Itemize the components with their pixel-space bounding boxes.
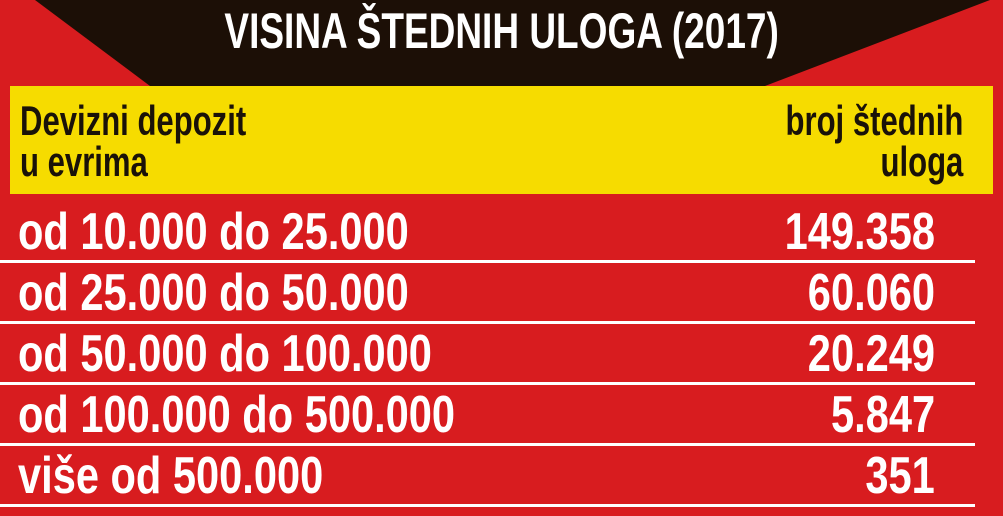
title-banner: [35, 0, 990, 86]
deposit-range: od 10.000 do 25.000: [18, 203, 409, 261]
title-text: VISINA ŠTEDNIH ULOGA (2017): [224, 3, 779, 59]
deposit-range: više od 500.000: [18, 447, 324, 505]
table-row: od 25.000 do 50.000 60.060: [0, 263, 975, 324]
table-header: Devizni depozit u evrima broj štednih ul…: [10, 86, 993, 194]
deposit-count: 351: [865, 447, 935, 505]
table-body: od 10.000 do 25.000 149.358 od 25.000 do …: [0, 202, 975, 507]
header-right-line2: uloga: [880, 138, 963, 185]
column-header-deposit: Devizni depozit u evrima: [20, 97, 247, 185]
table-row: više od 500.000 351: [0, 446, 975, 507]
header-left-line1: Devizni depozit: [20, 97, 247, 144]
header-right-line1: broj štednih: [785, 97, 963, 144]
table-row: od 50.000 do 100.000 20.249: [0, 324, 975, 385]
deposit-count: 20.249: [807, 325, 935, 383]
header-left-line2: u evrima: [20, 138, 148, 185]
deposit-range: od 100.000 do 500.000: [18, 386, 456, 444]
deposit-count: 60.060: [807, 264, 935, 322]
column-header-count: broj štednih uloga: [785, 97, 963, 185]
deposit-count: 5.847: [830, 386, 935, 444]
page-title: VISINA ŠTEDNIH ULOGA (2017): [0, 0, 1003, 62]
table-row: od 10.000 do 25.000 149.358: [0, 202, 975, 263]
table-row: od 100.000 do 500.000 5.847: [0, 385, 975, 446]
deposit-count: 149.358: [784, 203, 935, 261]
deposit-range: od 25.000 do 50.000: [18, 264, 409, 322]
deposit-range: od 50.000 do 100.000: [18, 325, 432, 383]
